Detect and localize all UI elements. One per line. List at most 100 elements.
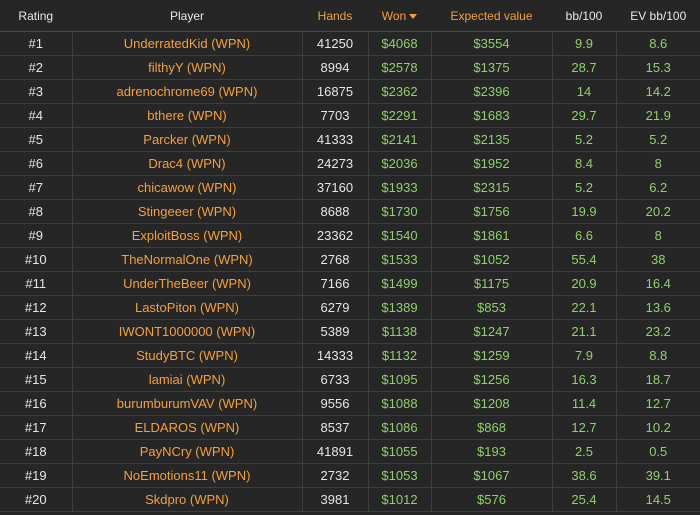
header-evbb100[interactable]: EV bb/100: [616, 0, 700, 32]
won-cell: $4068: [367, 31, 431, 56]
player-link[interactable]: PayNCry (WPN): [71, 439, 302, 464]
won-cell: $1540: [367, 223, 431, 248]
table-row: #13 IWONT1000000 (WPN) 5389 $1138 $1247 21.1 2…: [0, 319, 700, 344]
won-cell: $1499: [367, 271, 431, 296]
player-link[interactable]: TheNormalOne (WPN): [71, 247, 302, 272]
player-link[interactable]: filthyY (WPN): [71, 55, 302, 80]
hands-cell: 8537: [301, 415, 368, 440]
expected-value-cell: $2396: [430, 79, 552, 104]
table-row: #6 Drac4 (WPN) 24273 $2036 $1952 8.4 8: [0, 151, 700, 176]
player-link[interactable]: bthere (WPN): [71, 103, 302, 128]
player-link[interactable]: Skdpro (WPN): [71, 487, 302, 512]
hands-cell: 24273: [301, 151, 368, 176]
won-cell: $1053: [367, 463, 431, 488]
bb100-cell: 14: [551, 79, 616, 104]
evbb100-cell: 21.9: [615, 103, 700, 128]
player-link[interactable]: chicawow (WPN): [71, 175, 302, 200]
table-row: #19 NoEmotions11 (WPN) 2732 $1053 $1067 38.6 3…: [0, 463, 700, 488]
bb100-cell: 7.9: [551, 343, 616, 368]
won-cell: $1012: [367, 487, 431, 512]
hands-cell: 9556: [301, 391, 368, 416]
header-expected-value[interactable]: Expected value: [431, 0, 552, 32]
expected-value-cell: $1756: [430, 199, 552, 224]
evbb100-cell: 8.6: [615, 31, 700, 56]
hands-cell: 6733: [301, 367, 368, 392]
table-row: #2 filthyY (WPN) 8994 $2578 $1375 28.7 15.3: [0, 55, 700, 80]
rank-cell: #15: [0, 367, 72, 392]
bb100-cell: 25.4: [551, 487, 616, 512]
expected-value-cell: $853: [430, 295, 552, 320]
rank-cell: #5: [0, 127, 72, 152]
rank-cell: #3: [0, 79, 72, 104]
expected-value-cell: $1175: [430, 271, 552, 296]
bb100-cell: 29.7: [551, 103, 616, 128]
bb100-cell: 5.2: [551, 175, 616, 200]
hands-cell: 8688: [301, 199, 368, 224]
bb100-cell: 11.4: [551, 391, 616, 416]
hands-cell: 37160: [301, 175, 368, 200]
evbb100-cell: 15.3: [615, 55, 700, 80]
header-rating-label: Rating: [18, 8, 54, 23]
expected-value-cell: $1952: [430, 151, 552, 176]
header-player[interactable]: Player: [72, 0, 302, 32]
won-cell: $1055: [367, 439, 431, 464]
won-cell: $1138: [367, 319, 431, 344]
won-cell: $2362: [367, 79, 431, 104]
rank-cell: #8: [0, 199, 72, 224]
table-row: #8 Stingeeer (WPN) 8688 $1730 $1756 19.9 20.2: [0, 199, 700, 224]
evbb100-cell: 39.1: [615, 463, 700, 488]
hands-cell: 14333: [301, 343, 368, 368]
player-link[interactable]: IWONT1000000 (WPN): [71, 319, 302, 344]
rank-cell: #6: [0, 151, 72, 176]
header-won-label: Won: [381, 8, 407, 23]
table-row: #5 Parcker (WPN) 41333 $2141 $2135 5.2 5.2: [0, 127, 700, 152]
rank-cell: #7: [0, 175, 72, 200]
hands-cell: 41333: [301, 127, 368, 152]
hands-cell: 16875: [301, 79, 368, 104]
won-cell: $2036: [367, 151, 431, 176]
won-cell: $1730: [367, 199, 431, 224]
player-link[interactable]: ELDAROS (WPN): [71, 415, 302, 440]
header-rating[interactable]: Rating: [0, 0, 72, 32]
hands-cell: 6279: [301, 295, 368, 320]
table-row: #17 ELDAROS (WPN) 8537 $1086 $868 12.7 10.2: [0, 415, 700, 440]
player-link[interactable]: burumburumVAV (WPN): [71, 391, 302, 416]
rank-cell: #18: [0, 439, 72, 464]
expected-value-cell: $1683: [430, 103, 552, 128]
won-cell: $1132: [367, 343, 431, 368]
hands-cell: 5389: [301, 319, 368, 344]
player-link[interactable]: Drac4 (WPN): [71, 151, 302, 176]
header-hands[interactable]: Hands: [302, 0, 368, 32]
player-link[interactable]: ExploitBoss (WPN): [71, 223, 302, 248]
rank-cell: #12: [0, 295, 72, 320]
won-cell: $2578: [367, 55, 431, 80]
player-link[interactable]: adrenochrome69 (WPN): [71, 79, 302, 104]
evbb100-cell: 14.2: [615, 79, 700, 104]
hands-cell: 41891: [301, 439, 368, 464]
evbb100-cell: 38: [615, 247, 700, 272]
player-link[interactable]: Stingeeer (WPN): [71, 199, 302, 224]
evbb100-cell: 18.7: [615, 367, 700, 392]
player-link[interactable]: LastoPiton (WPN): [71, 295, 302, 320]
won-cell: $1933: [367, 175, 431, 200]
header-bb100[interactable]: bb/100: [552, 0, 616, 32]
player-link[interactable]: lamiai (WPN): [71, 367, 302, 392]
rank-cell: #2: [0, 55, 72, 80]
player-link[interactable]: UnderTheBeer (WPN): [71, 271, 302, 296]
bb100-cell: 28.7: [551, 55, 616, 80]
won-cell: $1095: [367, 367, 431, 392]
rank-cell: #11: [0, 271, 72, 296]
player-link[interactable]: Parcker (WPN): [71, 127, 302, 152]
evbb100-cell: 6.2: [615, 175, 700, 200]
player-link[interactable]: StudyBTC (WPN): [71, 343, 302, 368]
table-row: #11 UnderTheBeer (WPN) 7166 $1499 $1175 20.9 1…: [0, 271, 700, 296]
table-row: #18 PayNCry (WPN) 41891 $1055 $193 2.5 0.5: [0, 439, 700, 464]
bb100-cell: 5.2: [551, 127, 616, 152]
header-won[interactable]: Won: [368, 0, 431, 32]
player-link[interactable]: NoEmotions11 (WPN): [71, 463, 302, 488]
expected-value-cell: $1861: [430, 223, 552, 248]
bb100-cell: 38.6: [551, 463, 616, 488]
bb100-cell: 6.6: [551, 223, 616, 248]
player-link[interactable]: UnderratedKid (WPN): [71, 31, 302, 56]
